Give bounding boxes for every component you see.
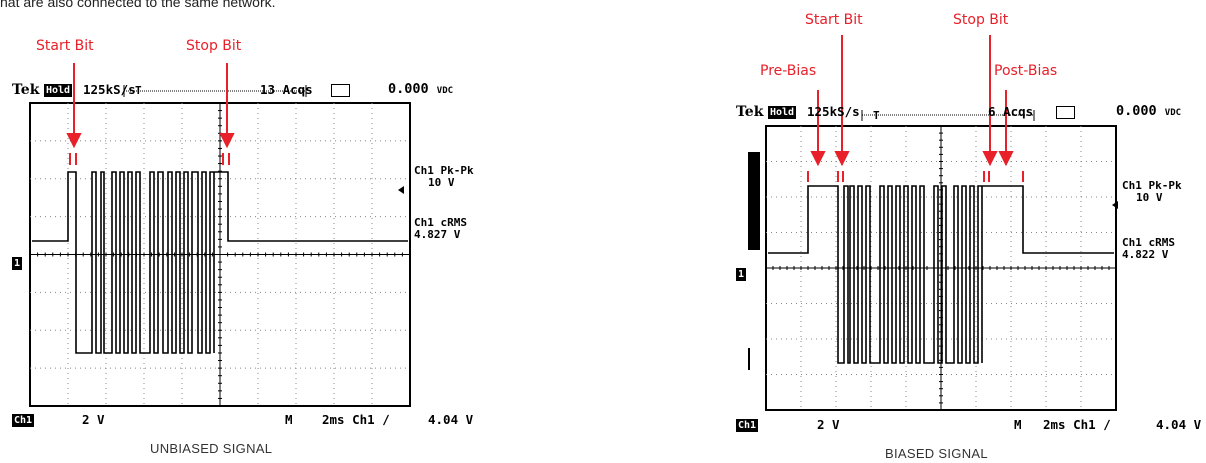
stop-bit-label: Stop Bit	[186, 38, 242, 54]
unbiased-caption: UNBIASED SIGNAL	[150, 441, 273, 456]
stop-bit-label: Stop Bit	[953, 12, 1009, 28]
channel-badge: Ch1	[736, 419, 759, 432]
bit-markers	[807, 171, 1024, 182]
timebase-setting: 2ms Ch1 ∕	[322, 412, 390, 427]
vdc-unit: VDC	[436, 86, 454, 96]
biased-scope: T Start Bit Stop Bit Pre-Bias Post-Bias …	[720, 0, 1206, 463]
time-window-bracket	[861, 110, 1035, 121]
vdc-readout: 0.000 VDC	[388, 81, 453, 97]
crms-label: Ch1 cRMS	[414, 216, 467, 229]
hold-badge: Hold	[44, 84, 73, 97]
tek-brand: Tek	[736, 104, 764, 120]
sample-rate: 125kS/s	[807, 104, 860, 119]
start-bit-label: Start Bit	[805, 12, 863, 28]
pkpk-readout: Ch1 Pk-Pk 10 V	[414, 165, 474, 189]
level-marker-icon	[398, 186, 404, 194]
vdc-unit: VDC	[1164, 108, 1182, 118]
channel-badge: Ch1	[12, 414, 35, 427]
pre-bias-label: Pre-Bias	[760, 63, 817, 79]
bit-markers	[69, 153, 230, 165]
trigger-t-marker: T	[135, 84, 142, 97]
acquisition-count: 6 Acqs	[988, 104, 1034, 119]
ground-marker: 1	[736, 268, 747, 281]
position-bar	[748, 152, 760, 250]
vdc-readout: 0.000 VDC	[1116, 103, 1181, 119]
annotation-arrows	[66, 63, 235, 149]
pkpk-readout: Ch1 Pk-Pk 10 V	[1122, 180, 1182, 204]
annotation-arrows	[810, 35, 1014, 167]
crms-readout: Ch1 cRMS 4.822 V	[1122, 237, 1175, 261]
biased-caption: BIASED SIGNAL	[885, 446, 988, 461]
truncated-body-text: hat are also connected to the same netwo…	[0, 0, 276, 10]
level-marker-icon	[1112, 201, 1118, 209]
pkpk-label: Ch1 Pk-Pk	[414, 164, 474, 177]
sample-rate: 125kS/s	[83, 82, 136, 97]
volts-per-div: 2 V	[82, 412, 105, 427]
ground-marker: 1	[12, 257, 23, 270]
pkpk-label: Ch1 Pk-Pk	[1122, 179, 1182, 192]
acquire-mode-icon	[331, 84, 350, 97]
timebase-setting: 2ms Ch1 ∕	[1043, 417, 1111, 432]
hold-badge: Hold	[768, 106, 797, 119]
vdc-value: 0.000	[1116, 103, 1157, 119]
acquire-mode-icon	[1056, 106, 1075, 119]
vdc-value: 0.000	[388, 81, 429, 97]
start-bit-label: Start Bit	[36, 38, 94, 54]
position-tick	[748, 348, 750, 370]
biased-scope-graphics: T	[748, 35, 1118, 411]
volts-per-div: 2 V	[817, 417, 840, 432]
pkpk-value: 10 V	[428, 176, 455, 189]
trigger-level: 4.04 V	[428, 412, 474, 427]
post-bias-label: Post-Bias	[994, 63, 1058, 79]
crms-label: Ch1 cRMS	[1122, 236, 1175, 249]
tek-brand: Tek	[12, 82, 40, 98]
acquisition-count: 13 Acqs	[260, 82, 313, 97]
crms-readout: Ch1 cRMS 4.827 V	[414, 217, 467, 241]
timebase-m: M	[285, 412, 293, 427]
crms-value: 4.827 V	[414, 228, 461, 241]
unbiased-scope-graphics: T	[29, 63, 411, 407]
unbiased-scope: T Start Bit Stop Bit Tek Hold 125kS/s 13…	[0, 0, 520, 463]
trigger-t-marker: T	[873, 109, 880, 122]
signal-trace	[32, 171, 408, 354]
timebase-m: M	[1014, 417, 1022, 432]
pkpk-value: 10 V	[1136, 191, 1163, 204]
trigger-level: 4.04 V	[1156, 417, 1202, 432]
signal-trace	[768, 185, 1114, 364]
time-window-bracket	[123, 85, 307, 97]
crms-value: 4.822 V	[1122, 248, 1169, 261]
